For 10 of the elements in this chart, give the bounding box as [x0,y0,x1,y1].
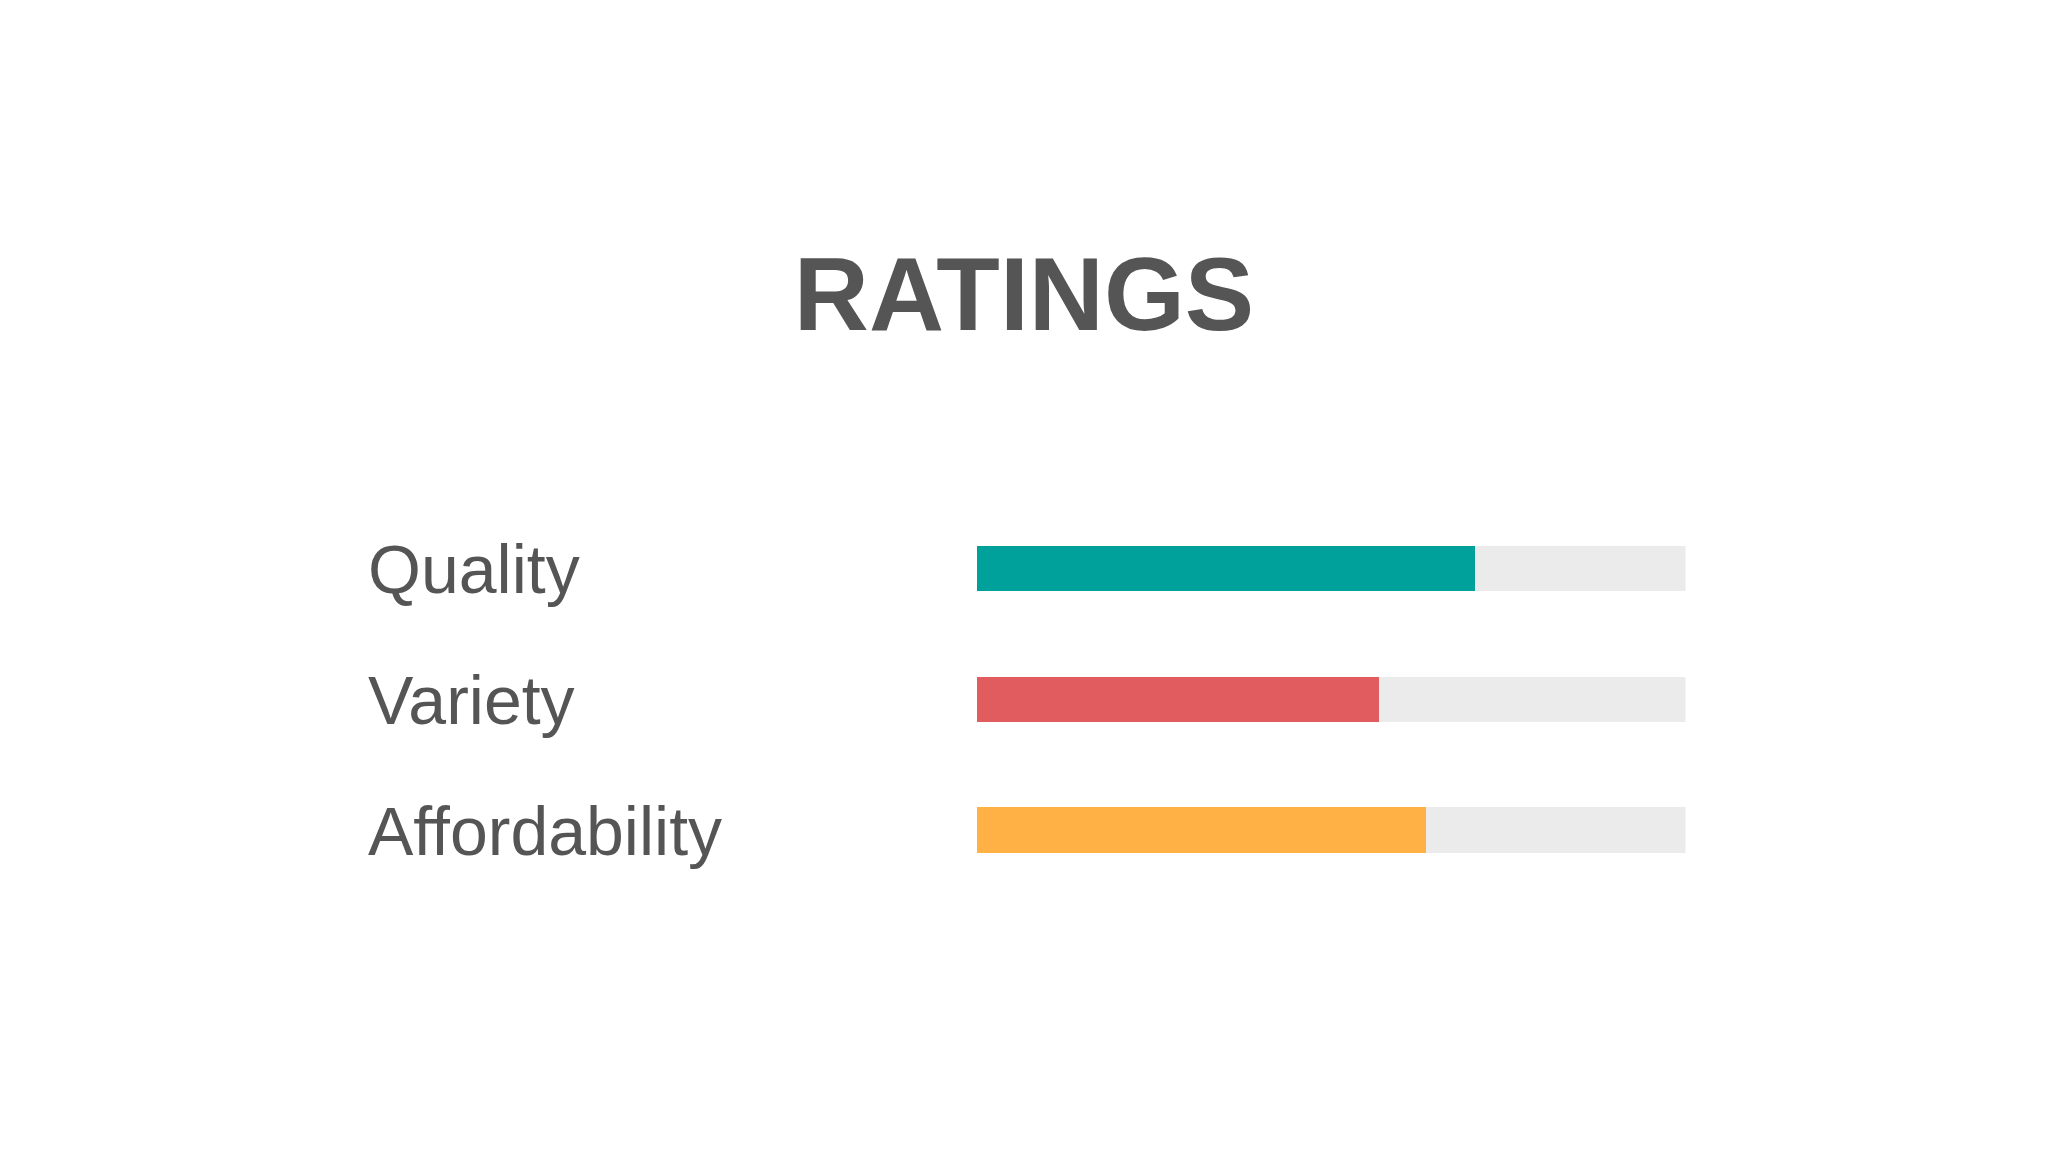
bar [976,677,1379,723]
y-tick-label: Affordability [368,793,723,869]
y-tick-label: Quality [368,531,580,607]
bar [976,546,1475,592]
y-tick-label: Variety [368,662,575,738]
bar [976,807,1426,854]
chart-title: RATINGS [793,236,1255,353]
bar [1378,677,1686,723]
bar [1474,546,1686,592]
bar [1425,807,1686,854]
